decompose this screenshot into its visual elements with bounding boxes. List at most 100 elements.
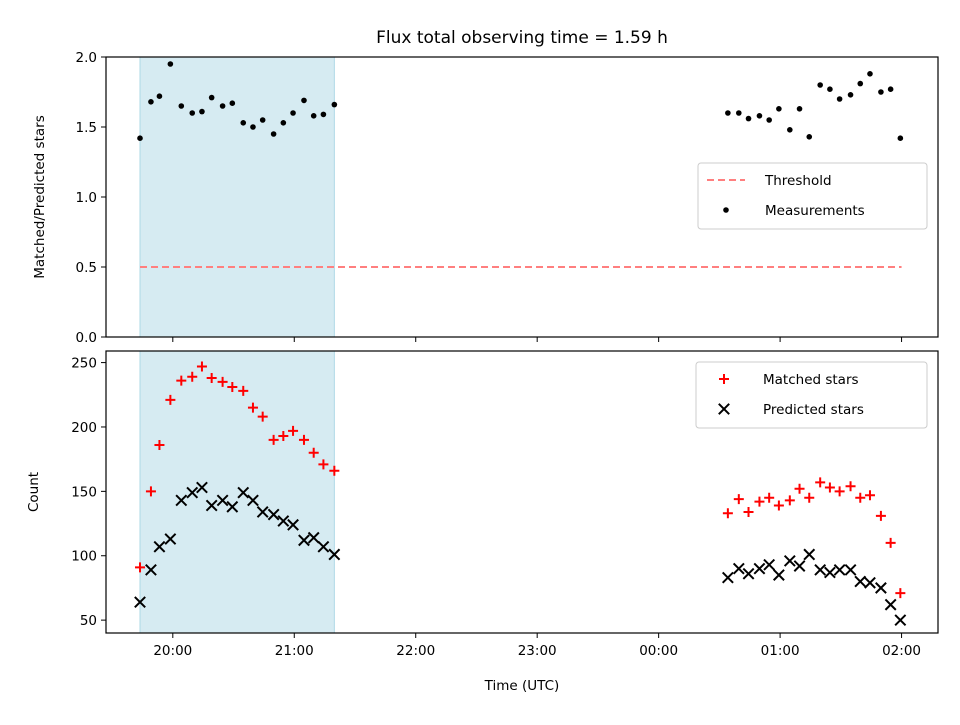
predicted-stars-point — [753, 562, 766, 575]
predicted-stars-point — [287, 518, 299, 531]
predicted-stars-point — [226, 500, 239, 513]
predicted-stars-point — [175, 494, 188, 507]
measurements-point — [199, 108, 205, 115]
measurements-point — [280, 120, 287, 126]
measurements-point — [156, 93, 163, 99]
y-tick-label: 250 — [71, 356, 97, 372]
predicted-stars-point — [803, 548, 816, 561]
predicted-stars-point — [721, 571, 734, 584]
matched-stars-point — [318, 459, 329, 470]
matched-stars-point — [135, 562, 146, 573]
matched-stars-point — [288, 425, 299, 436]
measurements-point — [756, 113, 763, 119]
matched-stars-point — [268, 434, 279, 445]
matched-stars-point — [885, 537, 896, 548]
measurements-point — [736, 110, 742, 116]
x-tick-label: 20:00 — [153, 643, 192, 659]
legend-predicted-stars-handle — [718, 403, 730, 415]
measurements-point — [806, 134, 813, 140]
measurements-point — [836, 96, 843, 102]
measurements-point — [259, 117, 266, 123]
matched-stars-point — [743, 506, 754, 517]
predicted-stars-point — [823, 566, 836, 579]
measurements-point — [250, 124, 256, 130]
legend-matched-stars-label: Matched stars — [763, 372, 859, 388]
measurements-point — [310, 113, 317, 119]
matched-stars-point — [804, 492, 815, 503]
measurements-point — [137, 135, 143, 141]
matched-stars-point — [329, 465, 340, 476]
predicted-stars-point — [884, 598, 897, 611]
predicted-stars-point — [196, 481, 208, 494]
matched-stars-point — [875, 510, 886, 521]
legend: Threshold Measurements — [697, 162, 928, 230]
x-tick-label: 01:00 — [761, 643, 800, 659]
x-tick-label: 00:00 — [639, 643, 678, 659]
matched-stars-point — [824, 482, 835, 493]
predicted-stars-point — [317, 540, 330, 553]
measurements-point — [290, 110, 296, 116]
matched-stars-point — [773, 500, 784, 511]
highlight-span — [139, 56, 335, 338]
y-tick-label: 1.5 — [76, 120, 97, 136]
predicted-stars-point — [307, 531, 320, 544]
predicted-stars-point — [763, 558, 776, 571]
predicted-stars-point — [732, 562, 745, 575]
predicted-stars-point — [298, 534, 310, 547]
predicted-stars-point — [742, 567, 755, 580]
measurements-point — [229, 100, 236, 106]
y-tick-label: 0.0 — [76, 330, 97, 346]
y-axis-label: Count — [26, 472, 42, 512]
measurements-point — [240, 120, 247, 126]
matched-stars-point — [864, 490, 875, 501]
x-tick-label: 02:00 — [882, 643, 921, 659]
legend: Matched stars Predicted stars — [695, 361, 928, 429]
matched-stars-point — [794, 483, 805, 494]
predicted-stars-point — [247, 494, 259, 507]
measurements-point — [331, 101, 338, 108]
measurements-point — [208, 94, 215, 101]
predicted-stars-point — [186, 486, 199, 499]
legend-threshold-label: Threshold — [764, 173, 832, 189]
predicted-stars-point — [833, 563, 846, 576]
measurements-point — [219, 103, 226, 109]
legend-predicted-stars-label: Predicted stars — [763, 402, 864, 418]
predicted-stars-point — [153, 540, 166, 553]
chart-title: Flux total observing time = 1.59 h — [376, 28, 668, 48]
highlight-span — [139, 350, 335, 634]
matched-stars-point — [176, 375, 187, 386]
measurements-point — [776, 106, 782, 112]
count-panel: 50 100 150 200 250 20:00 21:00 22:00 23:00 00:00 0… — [26, 350, 939, 659]
matched-stars-point — [845, 481, 856, 492]
matched-stars-point — [145, 486, 156, 497]
matched-stars-point — [754, 496, 765, 507]
predicted-stars-point — [145, 563, 157, 576]
matched-stars-point — [257, 411, 268, 422]
x-tick-label: 21:00 — [275, 643, 314, 659]
y-tick-label: 2.0 — [76, 50, 97, 66]
matched-stars-point — [217, 376, 228, 387]
measurements-point — [878, 89, 884, 95]
measurements-point — [725, 110, 731, 116]
matched-stars-point — [733, 494, 744, 505]
predicted-stars-point — [875, 582, 887, 594]
matched-stars-point — [895, 588, 906, 599]
measurements-point — [817, 82, 823, 88]
predicted-stars-point — [237, 486, 250, 499]
x-axis-label: Time (UTC) — [484, 678, 560, 694]
legend-matched-stars-handle — [719, 374, 729, 384]
matched-stars-point — [196, 361, 207, 372]
matched-stars-point — [834, 486, 845, 497]
y-tick-label: 100 — [71, 549, 97, 565]
predicted-stars-point — [793, 560, 806, 572]
measurements-point — [320, 111, 327, 118]
predicted-stars-point — [783, 554, 796, 567]
matched-stars-point — [187, 371, 198, 382]
y-axis-label: Matched/Predicted stars — [32, 115, 48, 278]
measurements-point — [787, 127, 793, 133]
measurements-point — [796, 106, 803, 112]
measurements-point — [178, 103, 185, 109]
ratio-panel: 0.0 0.5 1.0 1.5 2.0 Matched/Predicted stars Th… — [32, 50, 939, 346]
measurements-point — [745, 115, 752, 122]
